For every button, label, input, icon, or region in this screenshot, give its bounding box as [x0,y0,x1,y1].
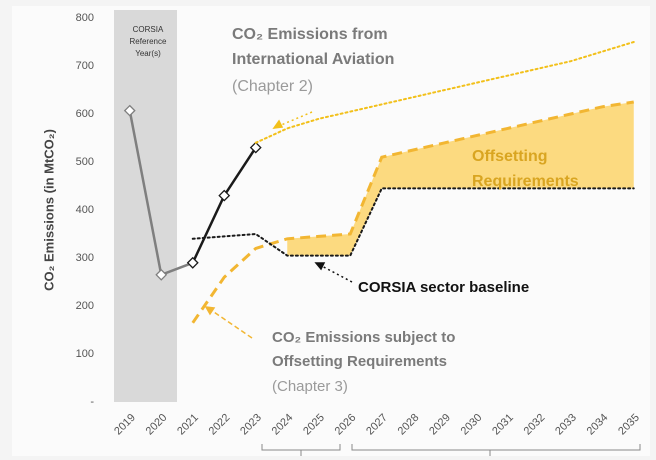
marker [155,268,168,281]
y-tick-label: 400 [76,204,94,216]
reference-label: Reference [130,37,167,46]
annotation: CO₂ Emissions subject to [272,329,455,346]
arrow-head [204,306,216,316]
reference-shade [114,10,177,402]
bracket [261,444,341,456]
series-line [191,187,635,257]
annotation: Offsetting Requirements [272,353,447,370]
bracket [351,444,641,456]
annotation: (Chapter 2) [232,78,313,95]
y-tick-label: 700 [76,60,94,72]
marker [123,104,136,117]
annotation: International Aviation [232,51,394,68]
series-line [191,100,634,324]
y-tick-label: - [90,396,94,408]
marker [249,141,262,154]
reference-label: CORSIA [133,25,164,34]
annotation: CORSIA sector baseline [358,279,529,296]
annotation: Requirements [472,173,579,190]
arrow [273,111,313,129]
annotation: Offsetting [472,148,548,165]
y-tick-label: 800 [76,12,94,24]
series-line [254,41,635,144]
arrow-head [272,119,284,129]
annotation: CO₂ Emissions from [232,26,388,43]
y-tick-label: 200 [76,300,94,312]
y-axis-title: CO₂ Emissions (in MtCO₂) [41,129,56,291]
y-tick-label: 300 [76,252,94,264]
annotation: (Chapter 3) [272,378,348,395]
reference-label: Year(s) [135,49,161,58]
arrow [317,263,353,283]
arrow-head [314,262,326,271]
y-tick-label: 600 [76,108,94,120]
arrow [207,307,253,339]
arrows [204,111,353,339]
marker [186,256,199,269]
y-tick-label: 100 [76,348,94,360]
brackets [261,444,641,456]
y-tick-label: 500 [76,156,94,168]
marker [218,189,231,202]
offsetting-area [287,102,634,256]
